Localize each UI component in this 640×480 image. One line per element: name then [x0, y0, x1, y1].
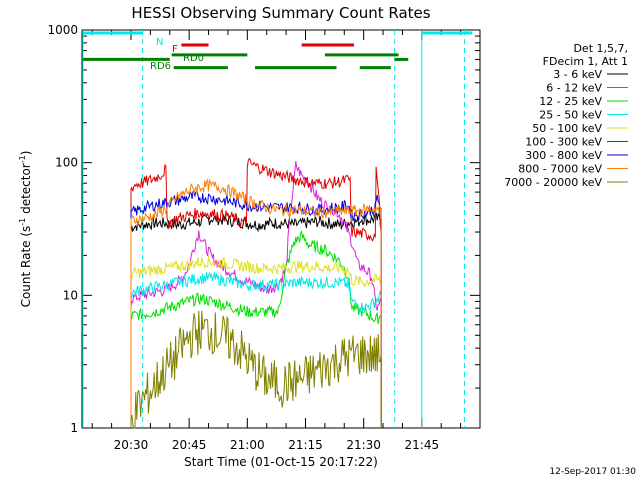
- x-tick-label: 21:45: [405, 438, 440, 452]
- timestamp: 12-Sep-2017 01:30: [549, 467, 636, 477]
- y-tick-label: 100: [55, 156, 78, 170]
- plot-frame: [81, 29, 481, 429]
- x-axis: 20:30 20:45 21:00 21:15 21:30 21:45: [91, 30, 481, 452]
- legend-header-1: Det 1,5,7,: [573, 42, 628, 55]
- legend-label: 100 - 300 keV: [525, 136, 602, 149]
- legend-label: 800 - 7000 keV: [518, 163, 602, 176]
- series-lines: [130, 157, 382, 429]
- series-line-6: [130, 157, 382, 428]
- series-line-9: [130, 310, 382, 429]
- flag-label-rd6: RD6: [150, 61, 171, 72]
- flag-label-f: F: [172, 44, 178, 55]
- y-tick-label: 1: [70, 421, 78, 435]
- x-tick-label: 21:00: [230, 438, 265, 452]
- series-line-8: [130, 178, 382, 428]
- legend-label: 50 - 100 keV: [532, 122, 602, 135]
- legend-label: 7000 - 20000 keV: [504, 176, 602, 189]
- y-tick-label: 1000: [47, 23, 78, 37]
- legend-header-2: FDecim 1, Att 1: [543, 55, 628, 68]
- x-tick-label: 20:30: [114, 438, 149, 452]
- chart-title: HESSI Observing Summary Count Rates: [131, 4, 430, 22]
- flag-label-n: N: [156, 37, 163, 48]
- series-line-5: [130, 255, 382, 428]
- legend-label: 12 - 25 keV: [539, 95, 602, 108]
- series-line-3: [130, 230, 382, 428]
- series-line-1: [130, 212, 382, 428]
- vertical-markers: [82, 30, 465, 428]
- flag-bars: [82, 31, 473, 70]
- y-tick-label: 10: [63, 288, 78, 302]
- legend-label: 3 - 6 keV: [553, 68, 602, 81]
- x-axis-label: Start Time (01-Oct-15 20:17:22): [184, 455, 378, 469]
- x-tick-label: 20:45: [172, 438, 207, 452]
- legend-label: 6 - 12 keV: [546, 82, 602, 95]
- legend-label: 25 - 50 keV: [539, 109, 602, 122]
- y-axis: 1 10 100 1000: [47, 23, 480, 435]
- y-axis-label: Count Rate (s-1 detector-1): [18, 151, 33, 308]
- x-tick-label: 21:30: [346, 438, 381, 452]
- flag-label-rd0: RD0: [183, 53, 204, 64]
- x-tick-label: 21:15: [288, 438, 323, 452]
- legend-label: 300 - 800 keV: [525, 149, 602, 162]
- series-line-4: [130, 271, 382, 428]
